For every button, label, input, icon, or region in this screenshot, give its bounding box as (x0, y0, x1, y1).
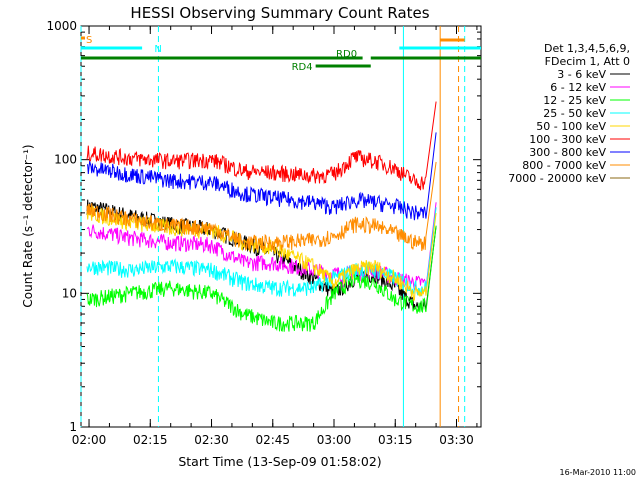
timestamp: 16-Mar-2010 11:00 (560, 468, 637, 477)
legend-header: Det 1,3,4,5,6,9, (544, 42, 630, 55)
series-line (86, 101, 437, 191)
legend-entry-label: 300 - 800 keV (529, 146, 606, 159)
y-tick-label: 1 (69, 420, 77, 434)
legend-entry-label: 100 - 300 keV (529, 133, 606, 146)
x-tick-label: 02:15 (133, 433, 168, 447)
legend-entry-label: 800 - 7000 keV (522, 159, 606, 172)
flag-label: S (86, 35, 92, 46)
series-line (87, 132, 437, 221)
y-tick-label: 1000 (46, 19, 77, 33)
legend-entry-label: 6 - 12 keV (550, 81, 606, 94)
flag-label: RD0 (336, 49, 357, 60)
y-tick-label: 10 (62, 286, 77, 300)
flag-label: RD4 (292, 62, 313, 73)
x-tick-label: 03:15 (378, 433, 413, 447)
flag-label: N (154, 44, 161, 55)
x-tick-label: 03:30 (439, 433, 474, 447)
plot-area: 1 10 100 1000 02:00 02:15 02:30 02:45 03:00 03:15… (46, 19, 482, 447)
legend-entry-label: 7000 - 20000 keV (508, 172, 606, 185)
series-line (86, 225, 437, 332)
x-tick-label: 03:00 (317, 433, 352, 447)
series-line (86, 161, 437, 252)
x-tick-label: 02:00 (72, 433, 107, 447)
legend-entry-label: 25 - 50 keV (543, 107, 606, 120)
x-axis-label: Start Time (13-Sep-09 01:58:02) (178, 454, 381, 469)
x-tick-label: 02:30 (194, 433, 229, 447)
legend-entry-label: 3 - 6 keV (557, 68, 606, 81)
series-line (86, 205, 437, 302)
legend-entry-label: 12 - 25 keV (543, 94, 606, 107)
plot-frame (80, 25, 482, 428)
y-axis-label: Count Rate (s⁻¹ detector⁻¹) (21, 144, 35, 307)
y-tick-label: 100 (54, 153, 77, 167)
chart-title: HESSI Observing Summary Count Rates (130, 4, 429, 22)
x-tick-label: 02:45 (255, 433, 290, 447)
legend-header: FDecim 1, Att 0 (545, 55, 630, 68)
legend: Det 1,3,4,5,6,9,FDecim 1, Att 03 - 6 keV… (508, 42, 630, 185)
legend-entry-label: 50 - 100 keV (536, 120, 606, 133)
